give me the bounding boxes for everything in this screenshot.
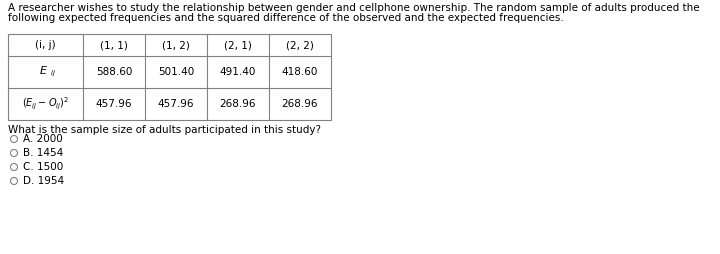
Text: (1, 1): (1, 1) (100, 40, 128, 50)
Text: C. 1500: C. 1500 (23, 162, 63, 172)
Text: A. 2000: A. 2000 (23, 134, 63, 144)
Text: 268.96: 268.96 (220, 99, 256, 109)
Text: What is the sample size of adults participated in this study?: What is the sample size of adults partic… (8, 125, 321, 135)
Circle shape (11, 135, 17, 142)
Text: B. 1454: B. 1454 (23, 148, 63, 158)
Text: 491.40: 491.40 (220, 67, 256, 77)
Text: 588.60: 588.60 (96, 67, 132, 77)
Bar (8, 34, 331, 120)
Text: D. 1954: D. 1954 (23, 176, 64, 186)
Circle shape (11, 178, 17, 184)
Circle shape (11, 150, 17, 156)
Text: 457.96: 457.96 (96, 99, 132, 109)
Text: 268.96: 268.96 (282, 99, 318, 109)
Text: $_{ij}$: $_{ij}$ (50, 69, 55, 79)
Text: $E$: $E$ (39, 64, 48, 76)
Text: 501.40: 501.40 (158, 67, 194, 77)
Text: following expected frequencies and the squared difference of the observed and th: following expected frequencies and the s… (8, 13, 564, 23)
Text: A researcher wishes to study the relationship between gender and cellphone owner: A researcher wishes to study the relatio… (8, 3, 700, 13)
Text: (2, 2): (2, 2) (286, 40, 314, 50)
Circle shape (11, 164, 17, 170)
Text: (1, 2): (1, 2) (162, 40, 190, 50)
Text: 418.60: 418.60 (282, 67, 318, 77)
Text: $(E_{ij}-O_{ij})^{2}$: $(E_{ij}-O_{ij})^{2}$ (22, 96, 69, 112)
Text: (i, j): (i, j) (35, 40, 56, 50)
Text: 457.96: 457.96 (158, 99, 194, 109)
Text: (2, 1): (2, 1) (224, 40, 252, 50)
